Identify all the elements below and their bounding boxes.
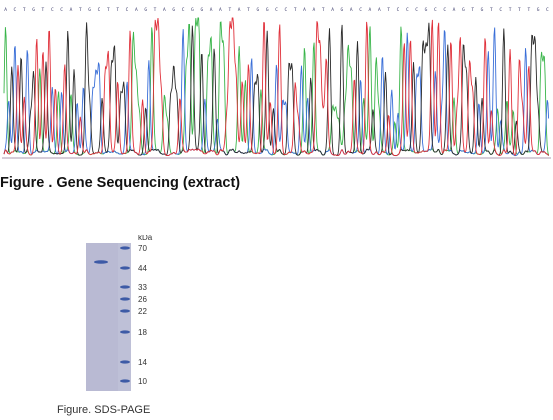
ladder-bands <box>120 246 130 383</box>
ladder-labels: 70 44 33 26 22 18 14 10 <box>138 244 147 386</box>
base-call: T <box>23 7 26 13</box>
base-call: T <box>247 7 250 13</box>
base-call: G <box>191 7 194 13</box>
base-call: C <box>284 7 287 13</box>
base-call: T <box>294 7 297 13</box>
ladder-lane <box>118 243 131 391</box>
base-call: T <box>322 7 325 13</box>
base-call: A <box>210 7 213 13</box>
base-call: C <box>126 7 129 13</box>
ladder-band-33 <box>120 285 130 289</box>
base-call: A <box>350 7 353 13</box>
base-call: C <box>443 7 446 13</box>
sds-page-gel-figure: kDa 70 44 33 26 22 18 14 10 <box>86 235 153 391</box>
base-call: T <box>107 7 110 13</box>
ladder-band-22 <box>120 309 130 313</box>
base-call: G <box>537 7 540 13</box>
base-call: T <box>490 7 493 13</box>
base-call: G <box>425 7 428 13</box>
ladder-band-26 <box>120 297 130 301</box>
sample-band <box>94 260 108 264</box>
base-call: T <box>509 7 512 13</box>
base-call: T <box>42 7 45 13</box>
base-call: G <box>266 7 269 13</box>
ladder-label-33: 33 <box>138 283 147 292</box>
base-call: A <box>303 7 306 13</box>
base-call: A <box>4 7 7 13</box>
ladder-band-70 <box>120 246 130 250</box>
base-call: G <box>481 7 484 13</box>
ladder-label-22: 22 <box>138 307 147 316</box>
ladder-band-44 <box>120 266 130 270</box>
base-call: C <box>98 7 101 13</box>
ladder-label-14: 14 <box>138 358 147 367</box>
base-call: C <box>51 7 54 13</box>
base-call: T <box>228 7 231 13</box>
base-call: C <box>60 7 63 13</box>
kda-unit-label: kDa <box>138 235 153 242</box>
base-call: G <box>144 7 147 13</box>
base-call: C <box>546 7 549 13</box>
base-call: T <box>387 7 390 13</box>
base-call: G <box>32 7 35 13</box>
base-call: T <box>79 7 82 13</box>
ladder-band-18 <box>120 330 130 334</box>
ladder-band-10 <box>120 379 130 383</box>
base-call: C <box>434 7 437 13</box>
base-call: T <box>518 7 521 13</box>
ladder-label-70: 70 <box>138 244 147 253</box>
base-call: T <box>471 7 474 13</box>
gene-sequencing-caption: Figure . Gene Sequencing (extract) <box>0 175 241 191</box>
base-call: A <box>453 7 456 13</box>
ladder-label-26: 26 <box>138 295 147 304</box>
base-call: A <box>369 7 372 13</box>
base-call: A <box>219 7 222 13</box>
base-call: G <box>462 7 465 13</box>
base-call: G <box>88 7 91 13</box>
sds-page-caption: Figure. SDS-PAGE <box>57 404 151 416</box>
ladder-label-44: 44 <box>138 264 147 273</box>
chromatogram-traces <box>3 17 550 157</box>
base-call: C <box>275 7 278 13</box>
base-call: G <box>172 7 175 13</box>
base-call: A <box>70 7 73 13</box>
ladder-label-10: 10 <box>138 377 147 386</box>
base-call: C <box>406 7 409 13</box>
base-call: A <box>238 7 241 13</box>
base-call: C <box>182 7 185 13</box>
trace-t <box>3 17 549 157</box>
base-call: C <box>499 7 502 13</box>
base-call: A <box>331 7 334 13</box>
base-call: C <box>14 7 17 13</box>
base-call: G <box>341 7 344 13</box>
base-call: T <box>527 7 530 13</box>
base-call: A <box>313 7 316 13</box>
base-call: G <box>200 7 203 13</box>
base-call: A <box>135 7 138 13</box>
base-call: G <box>256 7 259 13</box>
base-call: A <box>378 7 381 13</box>
base-call: A <box>163 7 166 13</box>
ladder-band-14 <box>120 360 130 364</box>
base-call: T <box>116 7 119 13</box>
base-call: C <box>397 7 400 13</box>
base-call: T <box>154 7 157 13</box>
base-call: C <box>359 7 362 13</box>
ladder-label-18: 18 <box>138 328 147 337</box>
base-call: C <box>415 7 418 13</box>
